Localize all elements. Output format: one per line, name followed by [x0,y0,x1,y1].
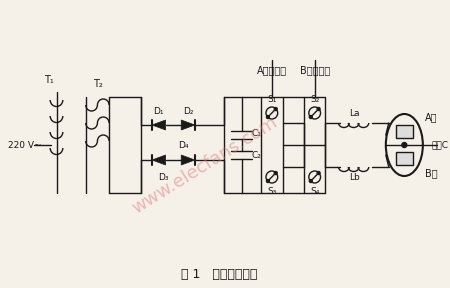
Circle shape [266,115,270,118]
Text: D₃: D₃ [158,173,169,183]
Circle shape [309,115,312,118]
Text: A相逆变器: A相逆变器 [257,65,287,75]
Text: La: La [349,109,360,118]
Text: T₂: T₂ [93,79,102,89]
Bar [396,152,413,165]
Text: S₁: S₁ [267,94,276,103]
Text: C₂: C₂ [251,151,261,160]
Circle shape [317,107,320,111]
Text: S₄: S₄ [310,187,319,196]
Text: 220 V~: 220 V~ [8,141,41,149]
Circle shape [317,171,320,175]
Text: Lb: Lb [349,173,360,181]
Circle shape [309,179,312,183]
Text: T₁: T₁ [44,75,54,85]
Circle shape [274,107,277,111]
Text: C₁: C₁ [251,130,261,139]
Polygon shape [181,155,195,165]
Text: 图 1   功率控制电路: 图 1 功率控制电路 [181,268,257,281]
Text: www.elecfans.com: www.elecfans.com [129,113,280,217]
Text: D₂: D₂ [183,107,194,117]
Circle shape [266,179,270,183]
Text: B相: B相 [425,168,438,178]
Circle shape [274,171,277,175]
Polygon shape [152,155,166,165]
Text: A相: A相 [425,112,438,122]
Text: D₄: D₄ [178,141,189,151]
Polygon shape [152,120,166,130]
Text: S₂: S₂ [310,94,319,103]
Text: 弧极C: 弧极C [432,141,449,149]
Text: D₁: D₁ [153,107,164,117]
Text: S₃: S₃ [267,187,276,196]
Bar [396,125,413,138]
Polygon shape [181,120,195,130]
Circle shape [402,143,407,147]
Text: B相逆变器: B相逆变器 [300,65,330,75]
